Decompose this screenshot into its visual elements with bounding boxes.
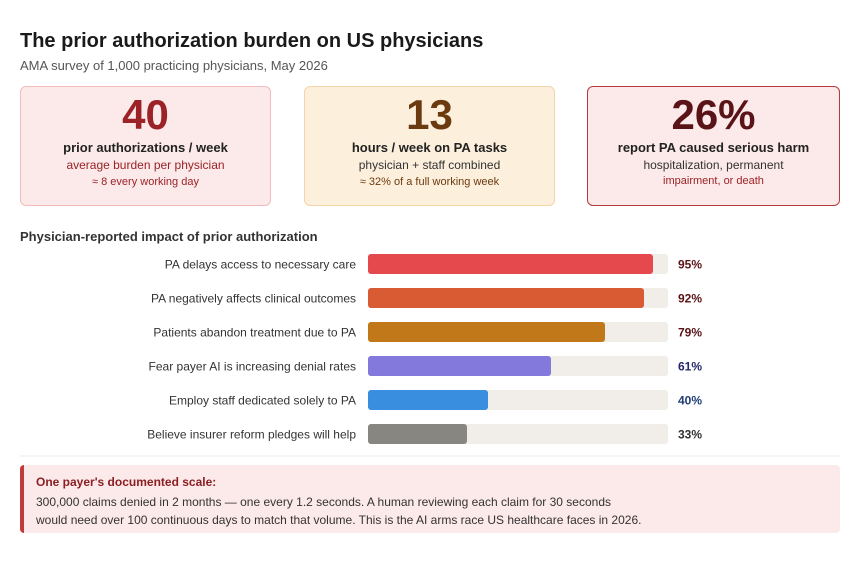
stat-card-harm: 26% report PA caused serious harm hospit… — [587, 86, 840, 206]
stat-value: 26% — [671, 91, 756, 138]
bar — [368, 254, 653, 274]
stat-value: 13 — [406, 91, 453, 138]
category-label: Fear payer AI is increasing denial rates — [149, 360, 356, 374]
chart-title: Physician-reported impact of prior autho… — [20, 229, 318, 244]
category-label: PA negatively affects clinical outcomes — [151, 292, 356, 306]
stat-card-hours: 13 hours / week on PA tasks physician + … — [304, 86, 555, 206]
bar — [368, 322, 605, 342]
category-label: Employ staff dedicated solely to PA — [169, 394, 356, 408]
bar — [368, 288, 644, 308]
stat-card-authorizations: 40 prior authorizations / week average b… — [20, 86, 271, 206]
value-label: 95% — [678, 258, 702, 272]
callout-line-2: would need over 100 continuous days to m… — [36, 513, 642, 527]
callout-heading: One payer's documented scale: — [36, 475, 217, 489]
bar — [368, 390, 488, 410]
impact-bar-chart: PA delays access to necessary care 95% PA … — [20, 254, 840, 457]
value-label: 33% — [678, 428, 702, 442]
stat-note: impairment, or death — [663, 175, 764, 187]
stat-detail: average burden per physician — [66, 158, 225, 172]
category-label: Believe insurer reform pledges will help — [147, 428, 356, 442]
stat-value: 40 — [122, 91, 169, 138]
callout-line-1: 300,000 claims denied in 2 months — one … — [36, 495, 611, 509]
page-title: The prior authorization burden on US phy… — [20, 30, 484, 52]
callout-box: One payer's documented scale: 300,000 cl… — [20, 465, 840, 533]
stat-detail: physician + staff combined — [358, 158, 501, 172]
value-label: 40% — [678, 394, 702, 408]
page-subtitle: AMA survey of 1,000 practicing physician… — [20, 58, 328, 73]
stat-label: prior authorizations / week — [63, 140, 228, 155]
bar — [368, 424, 467, 444]
value-label: 92% — [678, 292, 702, 306]
bar — [368, 356, 551, 376]
value-label: 61% — [678, 360, 702, 374]
stat-note: ≈ 8 every working day — [92, 176, 199, 188]
stat-label: report PA caused serious harm — [617, 140, 810, 155]
category-label: Patients abandon treatment due to PA — [153, 326, 356, 340]
stat-note: ≈ 32% of a full working week — [359, 176, 500, 188]
category-label: PA delays access to necessary care — [165, 258, 357, 272]
stat-detail: hospitalization, permanent — [643, 158, 784, 172]
value-label: 79% — [678, 326, 702, 340]
stat-label: hours / week on PA tasks — [351, 140, 508, 155]
